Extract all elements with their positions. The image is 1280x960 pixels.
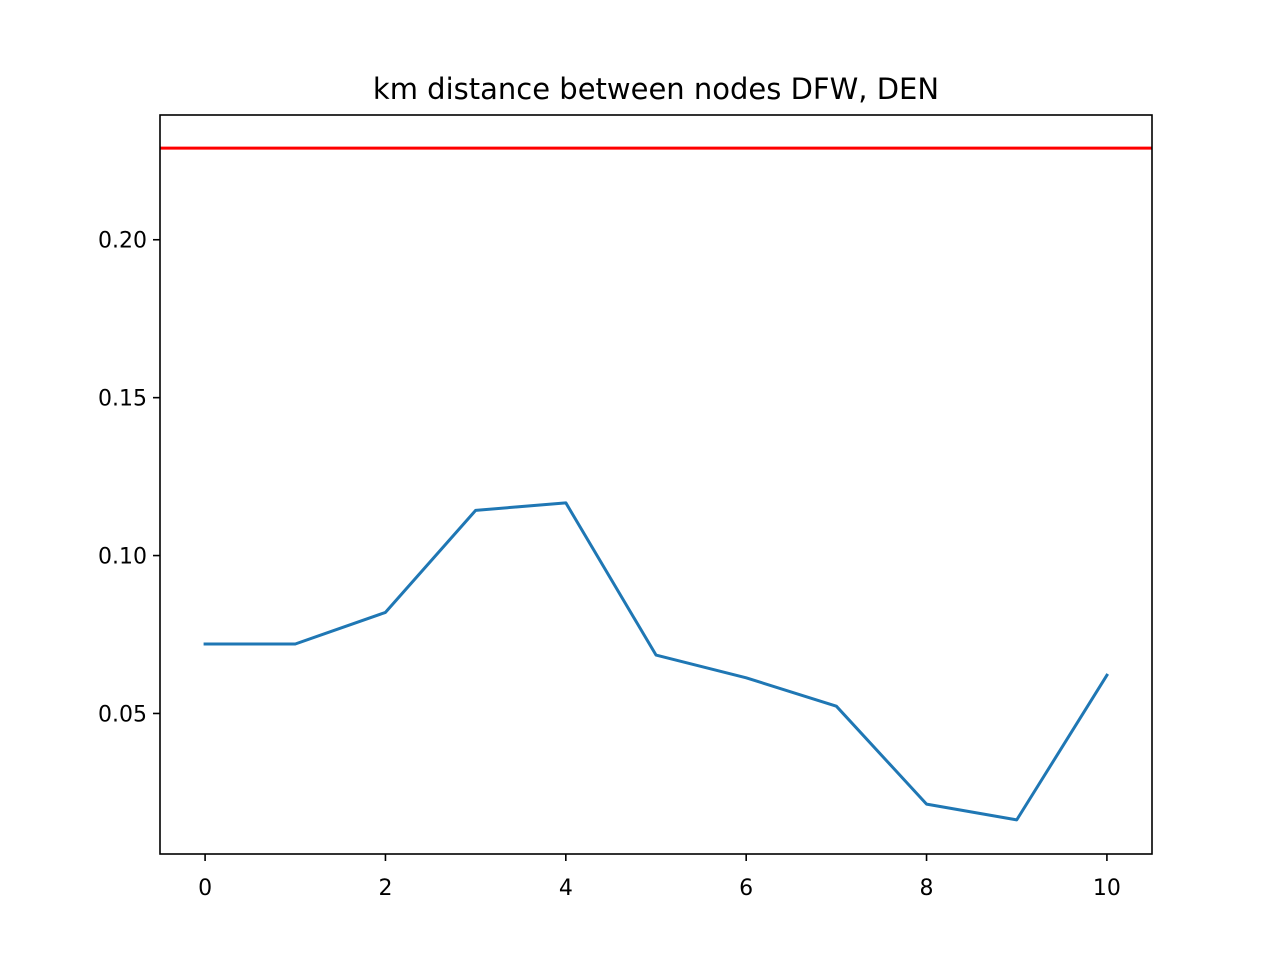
series-line-0 [203,501,1109,822]
axes-layer: 0 2 4 6 8 10 0.05 0.10 0.15 0.20 [98,229,1121,901]
x-tick-label: 10 [1093,876,1121,901]
y-tick-label: 0.20 [98,229,147,254]
data-layer [160,146,1152,822]
y-tick-label: 0.15 [98,387,147,412]
plot-area [160,115,1152,854]
x-tick-label: 0 [198,876,212,901]
plot-frame [159,114,1153,855]
y-tick-label: 0.10 [98,545,147,570]
x-tick-label: 8 [920,876,934,901]
x-tick-label: 2 [378,876,392,901]
y-tick-label: 0.05 [98,702,147,727]
x-tick-label: 6 [739,876,753,901]
x-tick-label: 4 [559,876,573,901]
chart-title: km distance between nodes DFW, DEN [373,72,939,106]
